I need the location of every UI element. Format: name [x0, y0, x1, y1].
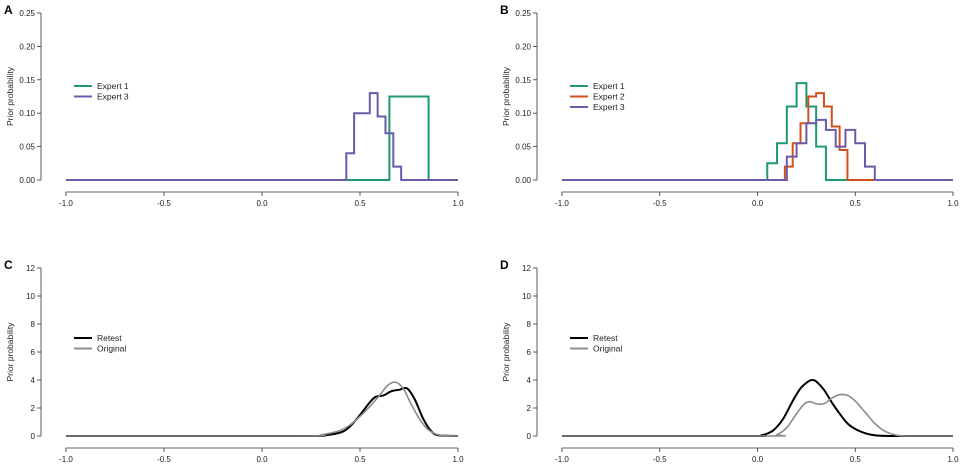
- y-tick-label: 0.25: [19, 9, 35, 18]
- panel-letter: B: [500, 3, 509, 17]
- y-tick-label: 4: [527, 376, 532, 385]
- y-tick-label: 6: [527, 348, 532, 357]
- x-tick-label: 0.5: [850, 199, 862, 208]
- y-tick-label: 0.00: [19, 176, 35, 185]
- x-tick-label: -1.0: [59, 455, 73, 464]
- y-tick-label: 2: [527, 404, 532, 413]
- x-tick-label: 0.0: [752, 199, 764, 208]
- series-line-retest: [562, 378, 953, 438]
- x-tick-label: -1.0: [59, 199, 73, 208]
- x-tick-label: -1.0: [555, 455, 569, 464]
- x-tick-label: 0.0: [752, 455, 764, 464]
- panel-c: C Prior probability 0 2 4 6 8 10 12 -1.0 -0.5 0.0 0.…: [4, 258, 464, 464]
- legend-label: Expert 1: [97, 81, 129, 91]
- series-line-expert-1: [562, 82, 953, 181]
- x-tick-label: 1.0: [452, 199, 464, 208]
- y-tick-label: 0.05: [19, 143, 35, 152]
- y-tick-label: 0.20: [19, 42, 35, 51]
- panel-letter: A: [4, 3, 13, 17]
- series-line-expert-3: [66, 92, 458, 181]
- y-tick-label: 8: [31, 320, 36, 329]
- legend-label: Retest: [593, 333, 618, 343]
- y-tick-label: 0: [527, 432, 532, 441]
- x-tick-label: 0.5: [354, 199, 366, 208]
- panel-b: B Prior probability 0.00 0.05 0.10 0.15 0.20 0.…: [500, 3, 959, 208]
- y-tick-label: 10: [26, 292, 35, 301]
- legend-label: Expert 3: [97, 92, 129, 102]
- x-tick-label: 0.5: [850, 455, 862, 464]
- panel-letter: C: [4, 258, 13, 272]
- legend-label: Original: [97, 344, 126, 354]
- legend-label: Expert 3: [593, 102, 625, 112]
- x-tick-label: -1.0: [555, 199, 569, 208]
- y-tick-label: 0: [31, 432, 36, 441]
- y-tick-label: 12: [522, 264, 531, 273]
- y-tick-label: 0.15: [515, 76, 531, 85]
- y-tick-label: 0.10: [515, 109, 531, 118]
- series-line-retest: [66, 386, 459, 437]
- legend-label: Expert 2: [593, 92, 625, 102]
- y-tick-label: 0.05: [515, 143, 531, 152]
- y-axis-label: Prior probability: [5, 322, 15, 382]
- y-tick-label: 6: [31, 348, 36, 357]
- x-tick-label: -0.5: [653, 455, 667, 464]
- y-tick-label: 0.15: [19, 76, 35, 85]
- x-tick-label: 0.5: [354, 455, 366, 464]
- y-tick-label: 0.20: [515, 42, 531, 51]
- x-tick-label: -0.5: [653, 199, 667, 208]
- x-tick-label: -0.5: [157, 455, 171, 464]
- legend-label: Retest: [97, 333, 122, 343]
- series-line-expert-3: [562, 118, 953, 181]
- x-tick-label: 0.0: [256, 455, 268, 464]
- x-tick-label: 1.0: [947, 199, 959, 208]
- y-tick-label: 0.25: [515, 9, 531, 18]
- y-axis-label: Prior probability: [501, 66, 511, 126]
- y-tick-label: 4: [31, 376, 36, 385]
- x-tick-label: -0.5: [157, 199, 171, 208]
- x-tick-label: 1.0: [452, 455, 464, 464]
- panel-a: A Prior probability 0.00 0.05 0.10 0.15 0.20 0.…: [4, 3, 464, 208]
- legend-label: Original: [593, 344, 622, 354]
- y-tick-label: 0.10: [19, 109, 35, 118]
- y-axis-label: Prior probability: [5, 66, 15, 126]
- y-tick-label: 0.00: [515, 176, 531, 185]
- panel-letter: D: [500, 258, 509, 272]
- y-axis-label: Prior probability: [501, 322, 511, 382]
- y-tick-label: 2: [31, 404, 36, 413]
- y-tick-label: 10: [522, 292, 531, 301]
- x-tick-label: 1.0: [947, 455, 959, 464]
- legend-label: Expert 1: [593, 81, 625, 91]
- y-tick-label: 8: [527, 320, 532, 329]
- panel-d: D Prior probability 0 2 4 6 8 10 12 -1.0 -0.5 0.0 0.…: [500, 258, 959, 464]
- y-tick-label: 12: [26, 264, 35, 273]
- x-tick-label: 0.0: [256, 199, 268, 208]
- series-line-original: [562, 393, 953, 437]
- series-line-original: [66, 381, 459, 437]
